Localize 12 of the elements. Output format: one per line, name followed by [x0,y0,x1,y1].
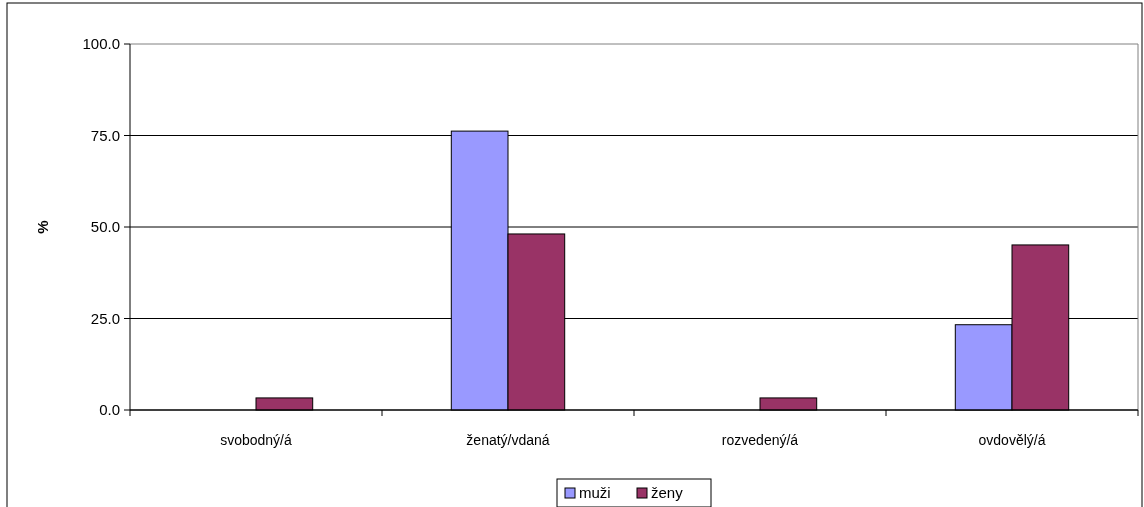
y-tick-label: 50.0 [90,218,120,236]
y-tick-label: 100.0 [82,35,120,53]
y-tick-label: 25.0 [90,309,120,327]
x-tick-label: ovdovělý/á [978,432,1046,448]
x-tick-label: ženatý/vdaná [466,432,550,448]
legend-label: ženy [651,484,684,502]
x-tick-label: rozvedený/á [721,432,799,448]
y-tick-label: 0.0 [99,401,120,419]
y-tick-label: 75.0 [90,126,120,144]
x-tick-label: svobodný/á [220,432,293,448]
y-axis-title: % [34,220,51,234]
legend-label: muži [579,484,611,502]
